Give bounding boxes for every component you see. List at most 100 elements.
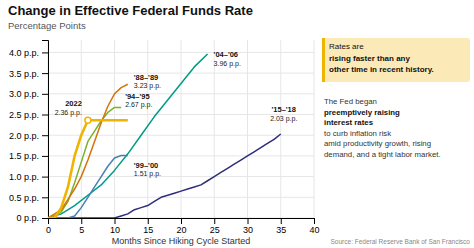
grid-line-x bbox=[114, 40, 115, 218]
note-text: demand, and a tight labor market. bbox=[324, 150, 441, 159]
grid-line-y bbox=[48, 52, 314, 53]
series-name: 2022 bbox=[65, 99, 82, 108]
y-tick: 4.0 p.p. bbox=[9, 48, 48, 58]
note: The Fed began preemptively raisinginteres… bbox=[324, 97, 441, 159]
chart: Change in Effective Federal Funds Rate Pe… bbox=[0, 0, 474, 248]
grid-line-x bbox=[280, 40, 281, 218]
y-tick: 0.5 p.p. bbox=[9, 193, 48, 203]
y-tick-label: 1.5 p.p. bbox=[9, 151, 39, 161]
callout-box bbox=[322, 38, 470, 82]
plot-area bbox=[48, 54, 281, 218]
x-tick-mark bbox=[314, 218, 315, 224]
x-tick-mark bbox=[248, 218, 249, 224]
series-value-note: 1.51 p.p. bbox=[134, 170, 161, 178]
x-tick-mark bbox=[81, 218, 82, 224]
grid-line-x bbox=[247, 40, 248, 218]
y-tick-mark bbox=[42, 52, 48, 53]
grid-line-y bbox=[48, 155, 314, 156]
series-value-note: 2.03 p.p. bbox=[270, 115, 297, 123]
y-tick: 2.5 p.p. bbox=[9, 110, 48, 120]
series-value-note: 3.23 p.p. bbox=[134, 82, 161, 90]
y-tick: 2.0 p.p. bbox=[9, 131, 48, 141]
highlight-point bbox=[85, 117, 91, 123]
y-tick-mark bbox=[42, 94, 48, 95]
y-tick-mark bbox=[42, 156, 48, 157]
y-tick-mark bbox=[42, 135, 48, 136]
y-tick-label: 0.5 p.p. bbox=[9, 193, 39, 203]
series-value-note: 3.96 p.p. bbox=[214, 60, 241, 68]
grid bbox=[48, 40, 314, 218]
x-tick-mark bbox=[148, 218, 149, 224]
x-tick: 40 bbox=[309, 218, 319, 235]
y-tick-label: 3.0 p.p. bbox=[9, 89, 39, 99]
series-name: '15–'18 bbox=[272, 105, 296, 114]
source: Source: Federal Reserve Bank of San Fran… bbox=[331, 238, 471, 245]
y-tick-label: 0 p.p. bbox=[16, 213, 39, 223]
note-text: preemptively raising bbox=[324, 108, 400, 117]
x-tick-label: 0 bbox=[46, 225, 51, 235]
series-name: '99–'00 bbox=[134, 161, 158, 170]
x-tick-label: 30 bbox=[243, 225, 253, 235]
y-tick-mark bbox=[42, 218, 48, 219]
x-tick: 15 bbox=[143, 218, 153, 235]
x-tick-mark bbox=[281, 218, 282, 224]
y-axis: 0 p.p. 0.5 p.p. 1.0 p.p. 1.5 p.p. 2.0 p.p. 2.… bbox=[9, 41, 49, 224]
grid-line-x bbox=[147, 40, 148, 218]
note-text: interest rates bbox=[324, 118, 374, 127]
x-tick-label: 15 bbox=[143, 225, 153, 235]
y-tick-mark bbox=[42, 177, 48, 178]
x-tick-label: 25 bbox=[210, 225, 220, 235]
callout: Rates are rising faster than any other tim… bbox=[322, 38, 470, 82]
x-tick: 0 bbox=[46, 218, 51, 235]
subtitle: Percentage Points bbox=[8, 20, 86, 31]
callout-stripe bbox=[322, 38, 325, 82]
y-tick-label: 1.0 p.p. bbox=[9, 172, 39, 182]
y-tick-label: 2.0 p.p. bbox=[9, 131, 39, 141]
y-tick: 3.0 p.p. bbox=[9, 89, 48, 99]
x-tick: 30 bbox=[243, 218, 253, 235]
y-tick-label: 3.5 p.p. bbox=[9, 68, 39, 78]
y-axis-line bbox=[42, 41, 49, 219]
y-tick-mark bbox=[42, 197, 48, 198]
x-tick-label: 20 bbox=[176, 225, 186, 235]
y-tick: 3.5 p.p. bbox=[9, 68, 48, 78]
x-tick-label: 40 bbox=[309, 225, 319, 235]
series-name: '94–'95 bbox=[125, 92, 149, 101]
x-tick: 5 bbox=[79, 218, 84, 235]
x-tick: 10 bbox=[110, 218, 120, 235]
x-tick: 35 bbox=[276, 218, 286, 235]
grid-line-y bbox=[48, 93, 314, 94]
grid-line-x bbox=[314, 40, 315, 218]
x-axis-line bbox=[49, 219, 315, 225]
x-tick-label: 5 bbox=[79, 225, 84, 235]
callout-text: rising faster than any bbox=[329, 54, 410, 63]
series-name: '88–'89 bbox=[134, 73, 158, 82]
y-tick: 0 p.p. bbox=[16, 213, 48, 223]
note-text: to curb inflation risk bbox=[324, 129, 391, 138]
x-tick-mark bbox=[115, 218, 116, 224]
note-text: The Fed began bbox=[324, 97, 377, 106]
x-axis: 0 5 10 15 20 25 30 35 40 bbox=[46, 218, 320, 235]
title: Change in Effective Federal Funds Rate bbox=[8, 3, 253, 18]
callout-text: other time in recent history. bbox=[329, 65, 434, 74]
y-tick-label: 4.0 p.p. bbox=[9, 48, 39, 58]
series-line bbox=[48, 54, 208, 218]
x-tick-label: 35 bbox=[276, 225, 286, 235]
callout-text: Rates are bbox=[329, 42, 364, 51]
series-value-note: 2.67 p.p. bbox=[125, 101, 152, 109]
y-tick-mark bbox=[42, 115, 48, 116]
x-tick-mark bbox=[181, 218, 182, 224]
y-tick: 1.5 p.p. bbox=[9, 151, 48, 161]
series-value-note: 2.36 p.p. bbox=[55, 109, 82, 117]
x-tick-mark bbox=[214, 218, 215, 224]
y-tick-mark bbox=[42, 73, 48, 74]
y-tick-label: 2.5 p.p. bbox=[9, 110, 39, 120]
grid-line-y bbox=[48, 176, 314, 177]
x-axis-title: Months Since Hiking Cycle Started bbox=[112, 236, 251, 246]
x-tick: 25 bbox=[210, 218, 220, 235]
grid-line-x bbox=[81, 40, 82, 218]
series-line bbox=[48, 84, 128, 218]
series-line bbox=[48, 107, 121, 218]
y-tick: 1.0 p.p. bbox=[9, 172, 48, 182]
x-tick-label: 10 bbox=[110, 225, 120, 235]
